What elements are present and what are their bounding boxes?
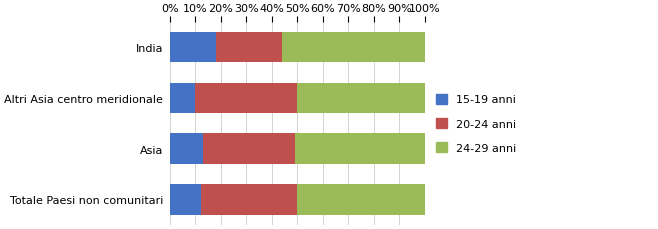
- Legend: 15-19 anni, 20-24 anni, 24-29 anni: 15-19 anni, 20-24 anni, 24-29 anni: [433, 91, 520, 156]
- Bar: [295, 134, 424, 164]
- Bar: [201, 184, 297, 215]
- Bar: [170, 33, 216, 63]
- Bar: [297, 184, 424, 215]
- Bar: [195, 83, 297, 114]
- Bar: [216, 33, 282, 63]
- Bar: [170, 83, 195, 114]
- Bar: [282, 33, 424, 63]
- Bar: [170, 184, 201, 215]
- Bar: [170, 134, 203, 164]
- Bar: [203, 134, 295, 164]
- Bar: [297, 83, 424, 114]
